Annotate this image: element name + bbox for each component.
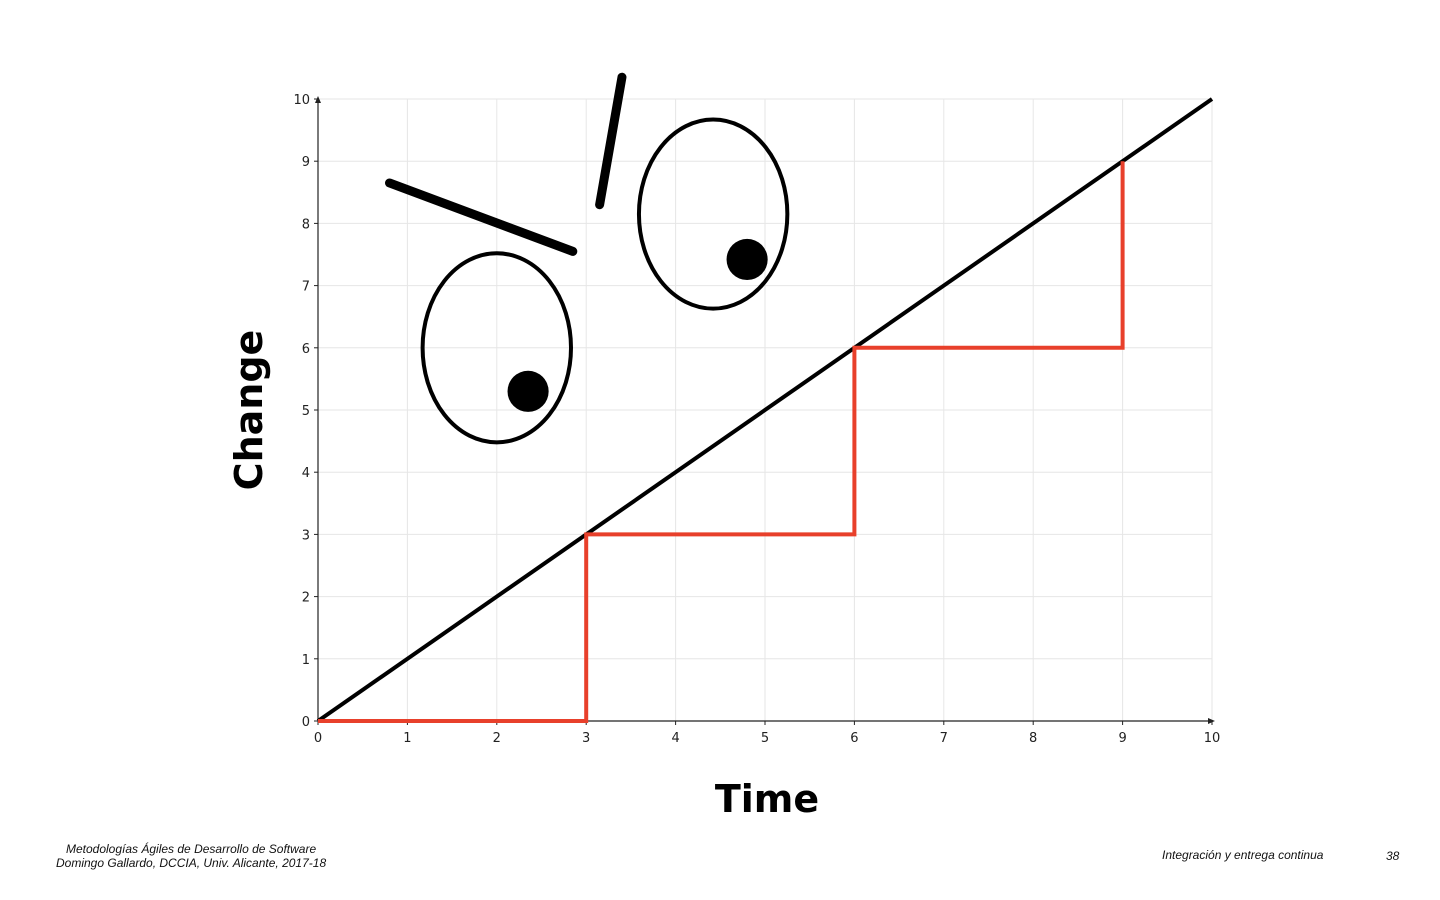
right-eyebrow: [595, 72, 627, 210]
x-tick-label: 9: [1118, 731, 1126, 746]
y-tick-label: 2: [302, 591, 310, 606]
y-tick-labels: 0 1 2 3 4 5 6 7 8 9 10: [293, 93, 310, 730]
footer-course-info: Metodologías Ágiles de Desarrollo de Sof…: [56, 842, 326, 870]
continuous-change-line: [316, 97, 1214, 723]
y-tick-label: 10: [293, 93, 310, 108]
y-tick-label: 3: [302, 528, 310, 543]
x-tick-label: 10: [1204, 731, 1221, 746]
y-tick-label: 5: [302, 404, 310, 419]
y-tick-label: 9: [302, 155, 310, 170]
y-tick-label: 8: [302, 217, 310, 232]
x-tick-label: 2: [493, 731, 501, 746]
series-lines: [316, 97, 1214, 723]
y-tick-label: 6: [302, 342, 310, 357]
left-eyebrow: [385, 178, 578, 256]
x-tick-label: 0: [314, 731, 322, 746]
x-tick-label: 4: [671, 731, 679, 746]
stepped-delivery-line: [318, 161, 1125, 723]
right-pupil: [726, 238, 768, 281]
x-tick-label: 8: [1029, 731, 1037, 746]
y-axis-title: Change: [227, 330, 271, 491]
page-number: 38: [1386, 849, 1400, 863]
y-tick-label: 7: [302, 280, 310, 295]
y-tick-label: 0: [302, 715, 310, 730]
footer-course-title: Metodologías Ágiles de Desarrollo de Sof…: [65, 842, 317, 856]
x-tick-label: 7: [940, 731, 948, 746]
x-tick-label: 5: [761, 731, 769, 746]
footer-section-title: Integración y entrega continua: [1162, 848, 1324, 862]
x-axis-title: Time: [715, 777, 819, 821]
y-tick-label: 4: [302, 466, 310, 481]
x-tick-label: 6: [850, 731, 858, 746]
x-tick-labels: 0 1 2 3 4 5 6 7 8 9 10: [314, 731, 1220, 746]
left-pupil: [507, 370, 549, 412]
footer-author: Domingo Gallardo, DCCIA, Univ. Alicante,…: [56, 856, 327, 870]
left-eye: [420, 251, 574, 445]
right-eye: [636, 117, 790, 311]
x-tick-label: 1: [403, 731, 411, 746]
y-tick-label: 1: [302, 653, 310, 668]
angry-face-drawing: [385, 72, 790, 445]
x-tick-label: 3: [582, 731, 590, 746]
